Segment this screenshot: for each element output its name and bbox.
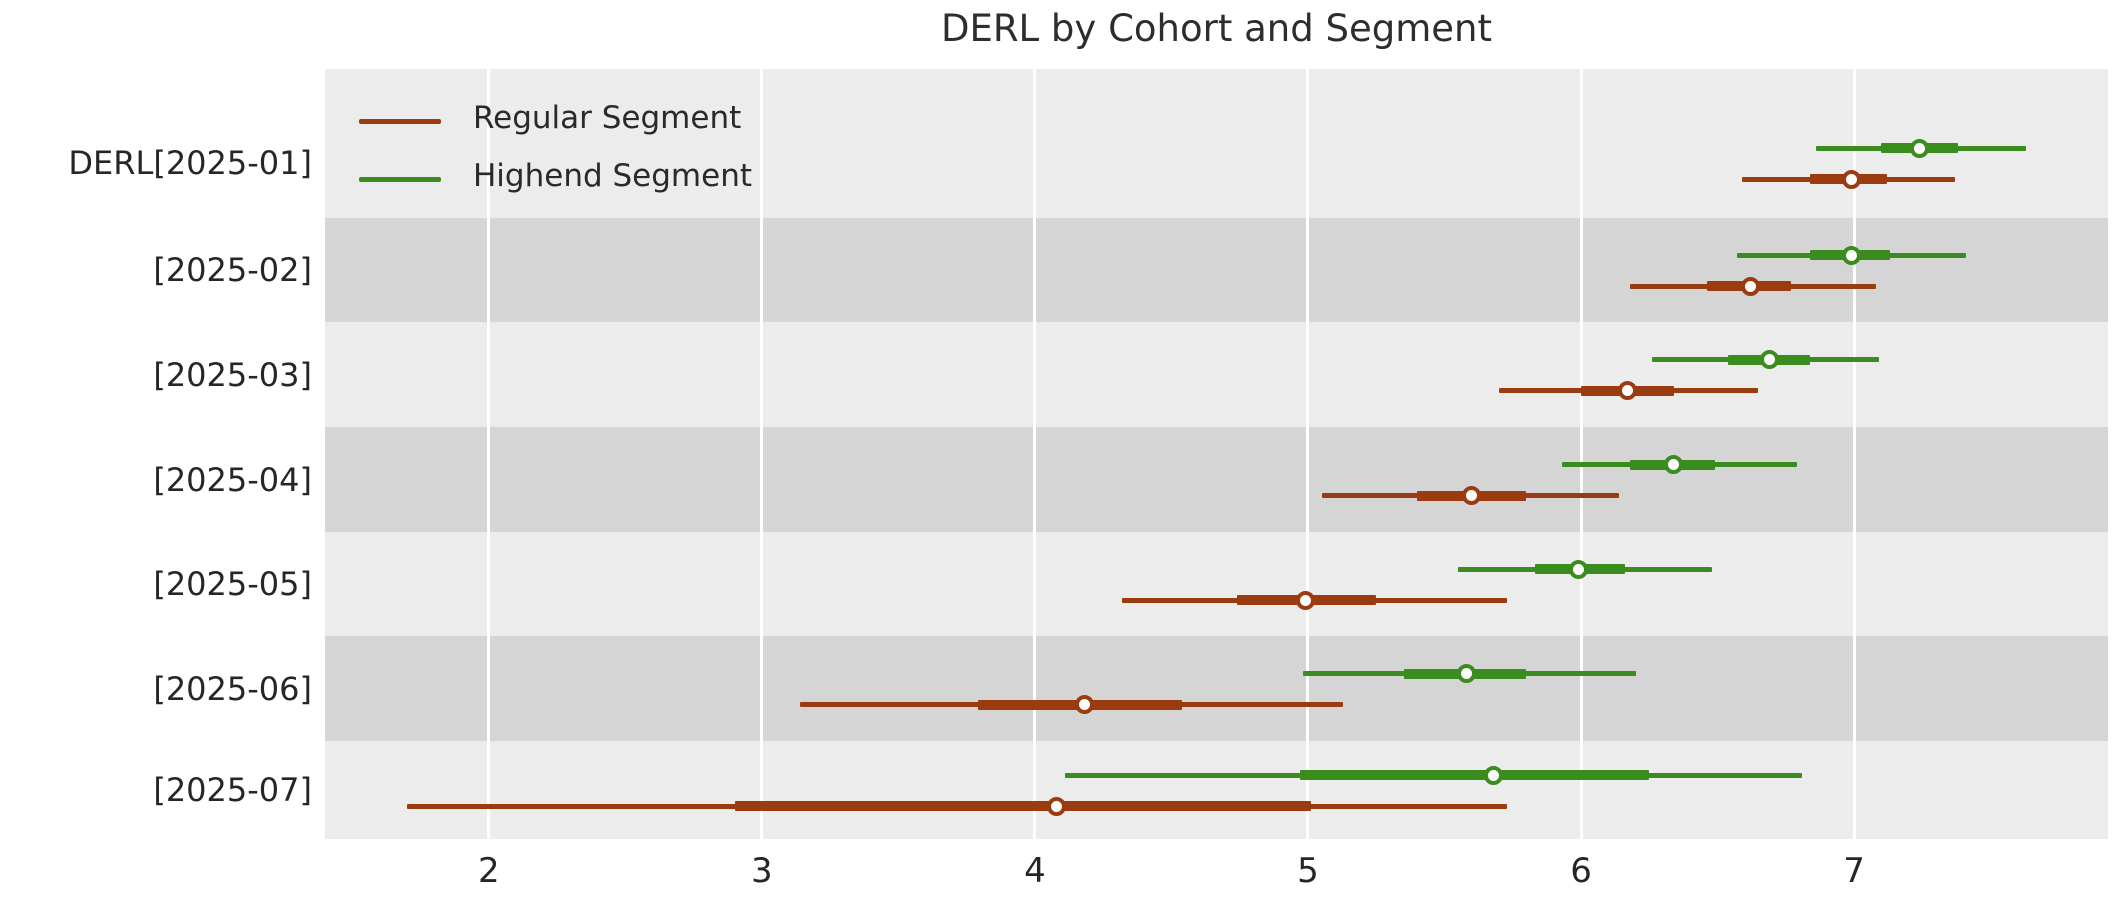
median-marker-regular bbox=[1841, 169, 1861, 189]
median-marker-highend bbox=[1664, 455, 1684, 474]
row-band-light bbox=[325, 741, 2108, 839]
row-band-light bbox=[325, 532, 2108, 636]
y-tick-label: [2025-03] bbox=[153, 355, 312, 394]
legend-label: Highend Segment bbox=[473, 158, 752, 194]
median-marker-highend bbox=[1456, 664, 1476, 683]
row-band-light bbox=[325, 69, 2108, 218]
median-marker-regular bbox=[1047, 796, 1067, 816]
x-tick-label: 3 bbox=[751, 851, 773, 891]
y-tick-label: [2025-05] bbox=[153, 565, 312, 603]
row-band-dark bbox=[325, 218, 2108, 322]
x-tick-label: 4 bbox=[1024, 851, 1046, 891]
y-tick-label: DERL[2025-01] bbox=[68, 144, 312, 182]
median-marker-highend bbox=[1568, 559, 1588, 579]
median-marker-highend bbox=[1484, 765, 1504, 785]
y-tick-label: [2025-04] bbox=[153, 460, 312, 499]
median-marker-regular bbox=[1617, 381, 1637, 400]
gridline-x bbox=[1852, 69, 1856, 839]
legend-line-icon-highend bbox=[359, 176, 441, 182]
median-marker-highend bbox=[1841, 245, 1861, 265]
row-band-dark bbox=[325, 636, 2108, 741]
inner-interval-highend bbox=[1299, 770, 1650, 780]
median-marker-highend bbox=[1759, 350, 1779, 369]
row-band-light bbox=[325, 322, 2108, 427]
gridline-x bbox=[487, 69, 491, 839]
chart-title: DERL by Cohort and Segment bbox=[940, 7, 1492, 50]
median-marker-regular bbox=[1462, 486, 1482, 505]
gridline-x bbox=[760, 69, 764, 839]
x-tick-label: 5 bbox=[1297, 851, 1319, 891]
inner-interval-regular bbox=[734, 801, 1311, 811]
median-marker-regular bbox=[1295, 590, 1315, 610]
legend-line-icon-regular bbox=[359, 118, 441, 124]
legend-label: Regular Segment bbox=[473, 100, 742, 136]
gridline-x bbox=[1033, 69, 1037, 839]
y-tick-label: [2025-07] bbox=[153, 771, 312, 809]
gridline-x bbox=[1579, 69, 1583, 839]
median-marker-highend bbox=[1910, 138, 1930, 158]
plot-area bbox=[325, 69, 2108, 839]
median-marker-regular bbox=[1074, 695, 1094, 714]
gridline-x bbox=[1306, 69, 1310, 839]
x-tick-label: 2 bbox=[478, 851, 500, 891]
x-tick-label: 6 bbox=[1570, 851, 1592, 891]
y-tick-label: [2025-02] bbox=[153, 251, 312, 289]
y-tick-label: [2025-06] bbox=[153, 669, 312, 708]
median-marker-regular bbox=[1740, 276, 1760, 296]
row-band-dark bbox=[325, 427, 2108, 532]
x-tick-label: 7 bbox=[1843, 851, 1865, 891]
